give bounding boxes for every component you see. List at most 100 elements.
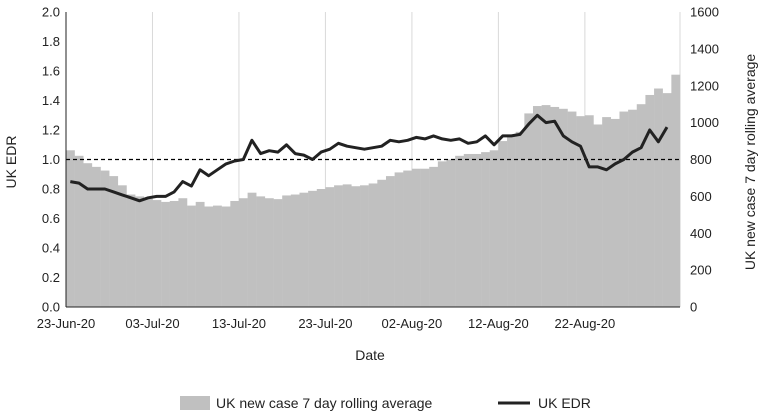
case-bar	[100, 170, 110, 307]
case-bar	[455, 155, 465, 307]
case-bar	[437, 161, 447, 307]
case-bar	[377, 179, 387, 307]
case-bar	[238, 198, 248, 307]
left-tick-label: 0.4	[42, 241, 60, 256]
case-bar	[204, 206, 214, 307]
case-bar	[394, 172, 404, 307]
case-bar	[610, 118, 620, 307]
left-axis-title: UK EDR	[3, 136, 19, 189]
case-bar	[368, 183, 378, 307]
case-bar	[420, 168, 430, 307]
left-tick-label: 0.2	[42, 270, 60, 285]
case-bar	[264, 198, 274, 307]
case-bar	[161, 201, 170, 307]
legend: UK new case 7 day rolling average UK EDR	[180, 395, 591, 411]
left-tick-label: 1.6	[42, 64, 60, 79]
left-tick-label: 1.0	[42, 152, 60, 167]
right-tick-label: 1600	[690, 5, 719, 20]
case-bar	[584, 115, 594, 307]
legend-label-cases: UK new case 7 day rolling average	[216, 395, 433, 411]
left-tick-label: 0.6	[42, 211, 60, 226]
right-tick-label: 600	[690, 189, 712, 204]
right-tick-label: 1200	[690, 78, 719, 93]
right-tick-label: 400	[690, 226, 712, 241]
case-bar	[489, 150, 499, 307]
case-bar	[481, 152, 490, 307]
case-bars	[66, 74, 681, 307]
case-bar	[576, 116, 586, 307]
case-bar	[429, 166, 439, 307]
right-tick-label: 1400	[690, 41, 719, 56]
case-bar	[662, 93, 672, 307]
case-bar	[515, 131, 525, 307]
case-bar	[316, 189, 326, 307]
case-bar	[654, 88, 663, 307]
case-bar	[541, 105, 551, 307]
case-bar	[83, 163, 93, 307]
case-bar	[602, 117, 612, 307]
edr-line	[70, 113, 669, 203]
case-bar	[221, 206, 231, 307]
case-bar	[385, 176, 395, 307]
x-tick-label: 13-Jul-20	[212, 316, 266, 331]
tick-labels: 0.0 0.2 0.4 0.6 0.8 1.0 1.2 1.4 1.6 1.8 2.0 0 200 400…	[37, 5, 719, 332]
right-axis-title: UK new case 7 day rolling average	[742, 54, 758, 271]
legend-label-edr: UK EDR	[538, 395, 591, 411]
case-bar	[117, 185, 127, 307]
case-bar	[558, 108, 568, 307]
case-bar	[671, 74, 681, 307]
case-bar	[273, 199, 283, 307]
right-tick-label: 0	[690, 300, 697, 315]
case-bar	[593, 124, 603, 307]
case-bar	[524, 113, 534, 307]
case-bar	[645, 94, 655, 307]
x-tick-label: 22-Aug-20	[555, 316, 616, 331]
case-bar	[619, 111, 629, 307]
case-bar	[126, 194, 136, 307]
right-tick-label: 1000	[690, 115, 719, 130]
case-bar	[135, 196, 145, 307]
case-bar	[230, 200, 240, 307]
case-bar	[66, 150, 75, 307]
x-tick-label: 12-Aug-20	[468, 316, 529, 331]
case-bar	[411, 168, 421, 307]
edr-line-layer	[70, 113, 669, 203]
case-bar	[91, 166, 101, 307]
left-tick-label: 2.0	[42, 5, 60, 20]
case-bar	[299, 192, 309, 307]
case-bar	[507, 135, 516, 307]
case-bar	[256, 196, 266, 307]
case-bar	[472, 153, 482, 307]
x-tick-label: 23-Jun-20	[37, 316, 96, 331]
case-bar	[446, 159, 456, 307]
case-bar	[360, 185, 369, 307]
x-tick-label: 23-Jul-20	[298, 316, 352, 331]
x-axis-title: Date	[355, 347, 385, 363]
case-bar	[74, 155, 84, 307]
case-bar	[169, 200, 179, 307]
case-bar	[342, 184, 352, 307]
case-bar	[628, 109, 637, 307]
case-bar	[334, 185, 343, 307]
x-tick-label: 02-Aug-20	[382, 316, 443, 331]
case-bar	[187, 205, 196, 307]
case-bar	[636, 104, 646, 307]
right-tick-label: 800	[690, 152, 712, 167]
case-bar	[143, 198, 153, 307]
case-bar	[532, 106, 542, 307]
left-tick-label: 1.4	[42, 93, 60, 108]
left-tick-label: 1.2	[42, 123, 60, 138]
right-tick-label: 200	[690, 263, 712, 278]
case-bar	[463, 153, 473, 307]
case-bar	[247, 192, 257, 307]
x-tick-label: 03-Jul-20	[125, 316, 179, 331]
case-bar	[109, 176, 119, 307]
left-tick-label: 0.8	[42, 182, 60, 197]
case-bar	[213, 205, 222, 307]
left-tick-label: 1.8	[42, 34, 60, 49]
axes	[65, 12, 680, 308]
case-bar	[403, 170, 413, 307]
left-tick-label: 0.0	[42, 300, 60, 315]
case-bar	[325, 187, 335, 307]
